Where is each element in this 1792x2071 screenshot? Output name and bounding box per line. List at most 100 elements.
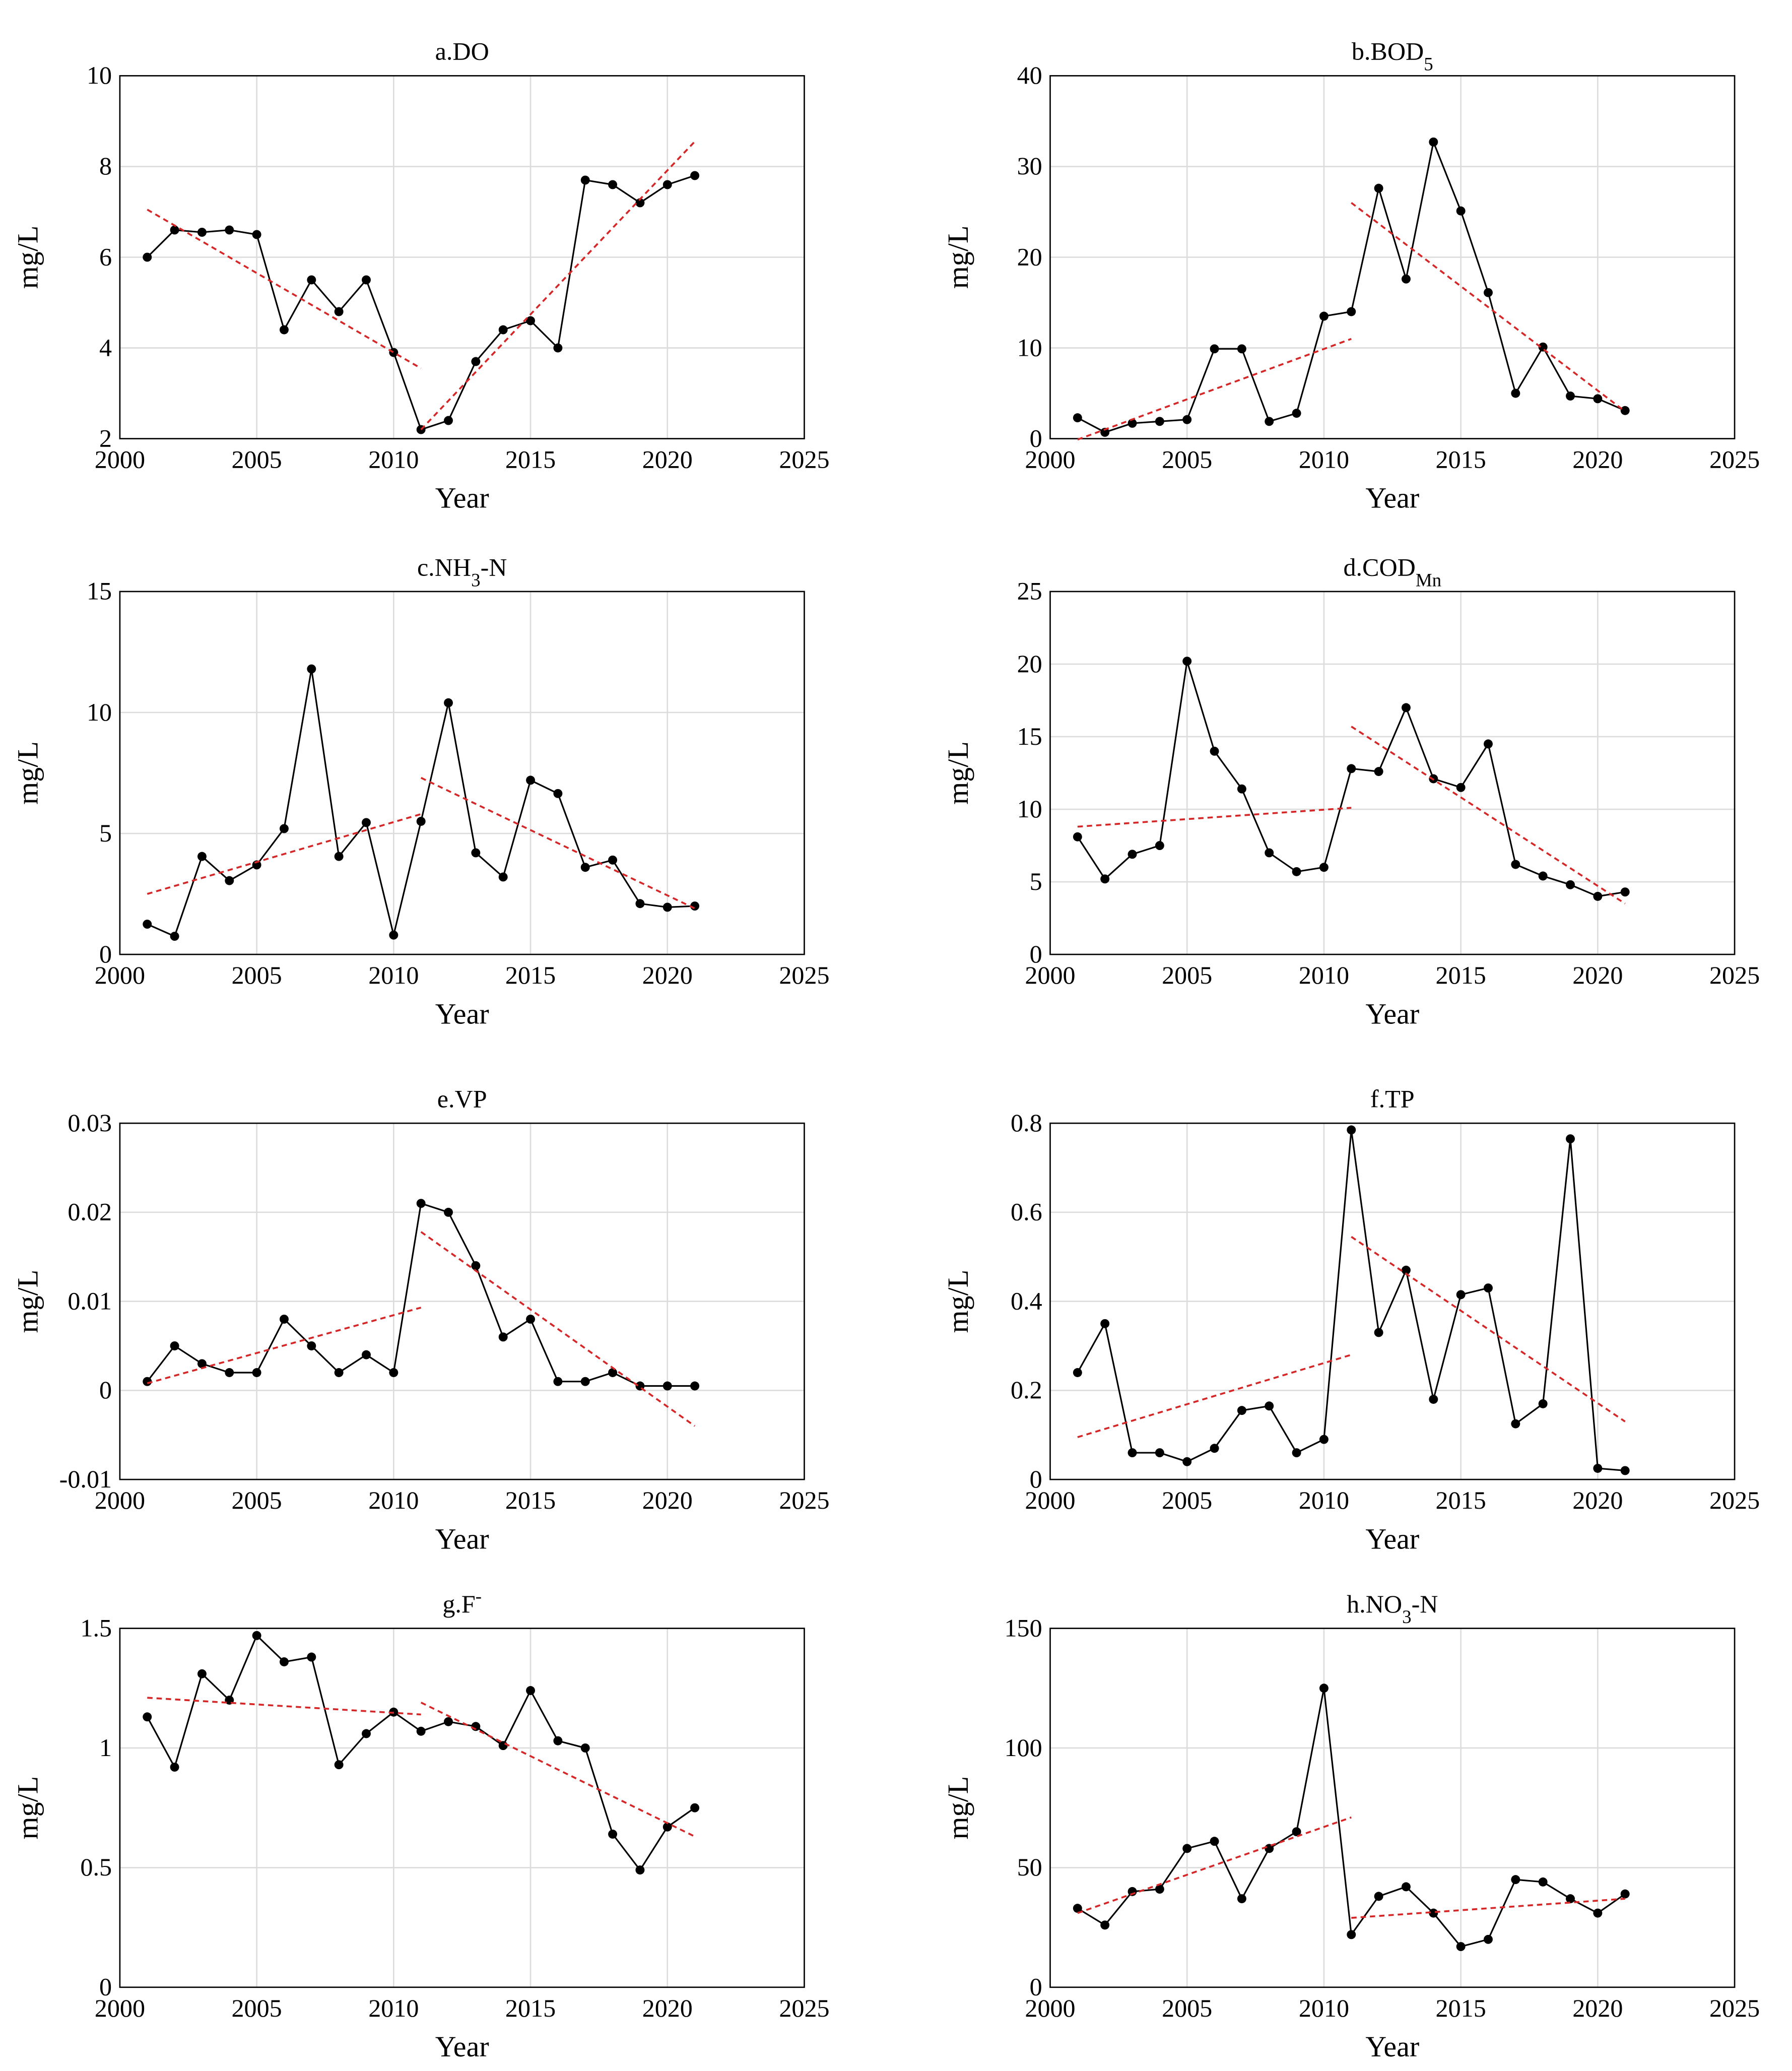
subplot: 2000 2005 2010 2015 2020 2025 0 0.2 0.4 0.6 0.8 f.T… <box>942 1084 1760 1555</box>
data-point <box>608 180 618 189</box>
data-point <box>225 225 234 235</box>
trend-line <box>147 209 422 369</box>
x-tick-label: 2015 <box>505 1994 556 2022</box>
data-point <box>334 307 344 316</box>
data-point <box>635 198 645 208</box>
data-point <box>1319 311 1329 321</box>
subplot: 2000 2005 2010 2015 2020 2025 2 4 6 8 10 a.DO Year mg… <box>11 37 829 514</box>
data-point <box>307 664 316 674</box>
data-point <box>1347 1125 1356 1135</box>
title-part: c.NH <box>417 553 471 581</box>
trend-line <box>147 1697 421 1716</box>
data-point <box>498 1332 508 1342</box>
data-point <box>526 316 536 326</box>
x-tick-label: 2005 <box>232 445 282 474</box>
data-point <box>1210 344 1219 354</box>
data-point <box>1593 394 1603 404</box>
x-tick-label: 2015 <box>1436 961 1486 989</box>
data-point <box>471 1261 481 1270</box>
data-point <box>1429 1395 1438 1404</box>
y-tick-label: 50 <box>1017 1853 1042 1881</box>
y-axis-label: mg/L <box>11 1776 44 1840</box>
data-point <box>1347 1930 1356 1939</box>
y-tick-label: 0.2 <box>1011 1376 1042 1404</box>
data-point <box>1182 1844 1192 1853</box>
subplot: 2000 2005 2010 2015 2020 2025 0 50 100 150 h.NO3-N… <box>942 1590 1760 2063</box>
plot-frame <box>1049 1628 1736 1988</box>
x-tick-label: 2000 <box>1025 445 1075 474</box>
plot-frame <box>1049 1122 1736 1480</box>
data-point <box>1401 1265 1411 1275</box>
x-tick-label: 2025 <box>1709 445 1760 474</box>
y-tick-label: 150 <box>1005 1613 1042 1642</box>
plot-frame <box>1049 75 1736 439</box>
y-tick-label: 0.4 <box>1011 1286 1042 1315</box>
data-point <box>143 1712 152 1722</box>
data-point <box>1155 417 1164 426</box>
x-axis-label: Year <box>435 997 489 1030</box>
title-part: f.TP <box>1370 1084 1415 1113</box>
data-point <box>1182 657 1192 666</box>
x-tick-label: 2015 <box>1436 1486 1486 1514</box>
y-tick-label: 5 <box>99 819 112 847</box>
data-point <box>416 1199 426 1208</box>
title-part: d.COD <box>1343 553 1415 581</box>
data-point <box>279 1314 289 1324</box>
data-point <box>1456 1290 1466 1300</box>
y-axis-label: mg/L <box>11 226 44 289</box>
data-point <box>1456 206 1466 216</box>
data-point <box>1100 427 1110 437</box>
data-point <box>362 275 371 285</box>
data-point <box>1127 1448 1137 1458</box>
data-point <box>197 1669 207 1678</box>
x-tick-label: 2025 <box>779 961 829 989</box>
data-point <box>1566 391 1575 401</box>
y-tick-label: 0 <box>1030 1973 1042 2001</box>
data-point <box>444 1717 453 1726</box>
chart-title: b.BOD5 <box>1352 37 1433 75</box>
data-point <box>1127 418 1137 428</box>
x-tick-label: 2020 <box>1572 445 1623 474</box>
title-part: Mn <box>1416 569 1441 590</box>
data-point <box>1429 1908 1438 1918</box>
x-tick-label: 2020 <box>1572 961 1623 989</box>
data-point <box>1319 1435 1329 1444</box>
y-axis-label: mg/L <box>942 226 974 289</box>
y-tick-label: 0.6 <box>1011 1198 1042 1226</box>
data-point <box>252 1631 261 1640</box>
data-point <box>143 252 152 262</box>
data-point <box>1593 1908 1603 1918</box>
title-part: - <box>476 1585 482 1606</box>
data-point <box>1456 783 1466 792</box>
plot-area <box>1050 591 1735 955</box>
x-tick-label: 2025 <box>779 1994 829 2022</box>
data-point <box>334 852 344 861</box>
data-point <box>1155 841 1164 850</box>
data-point <box>1127 850 1137 859</box>
data-point <box>1374 767 1383 776</box>
data-point <box>1593 1464 1603 1473</box>
data-point <box>307 1341 316 1350</box>
x-tick-label: 2015 <box>505 445 556 474</box>
data-point <box>143 920 152 929</box>
trend-line <box>147 813 422 895</box>
data-point <box>1182 415 1192 424</box>
data-point <box>635 899 645 909</box>
x-tick-label: 2005 <box>1162 1994 1212 2022</box>
y-tick-label: 15 <box>1017 722 1042 750</box>
y-tick-label: 8 <box>99 152 112 180</box>
x-tick-label: 2015 <box>1436 445 1486 474</box>
data-point <box>197 1359 207 1369</box>
x-tick-label: 2025 <box>1709 1994 1760 2022</box>
data-point <box>1620 1466 1630 1475</box>
data-point <box>635 1865 645 1875</box>
y-axis-label: mg/L <box>11 1270 44 1333</box>
y-tick-label: 0 <box>1030 1465 1042 1493</box>
data-point <box>1347 764 1356 773</box>
data-point <box>1292 409 1301 418</box>
x-tick-label: 2010 <box>1299 1994 1349 2022</box>
chart-title: g.F- <box>442 1585 482 1618</box>
data-point <box>608 1368 618 1377</box>
data-point <box>553 789 563 798</box>
